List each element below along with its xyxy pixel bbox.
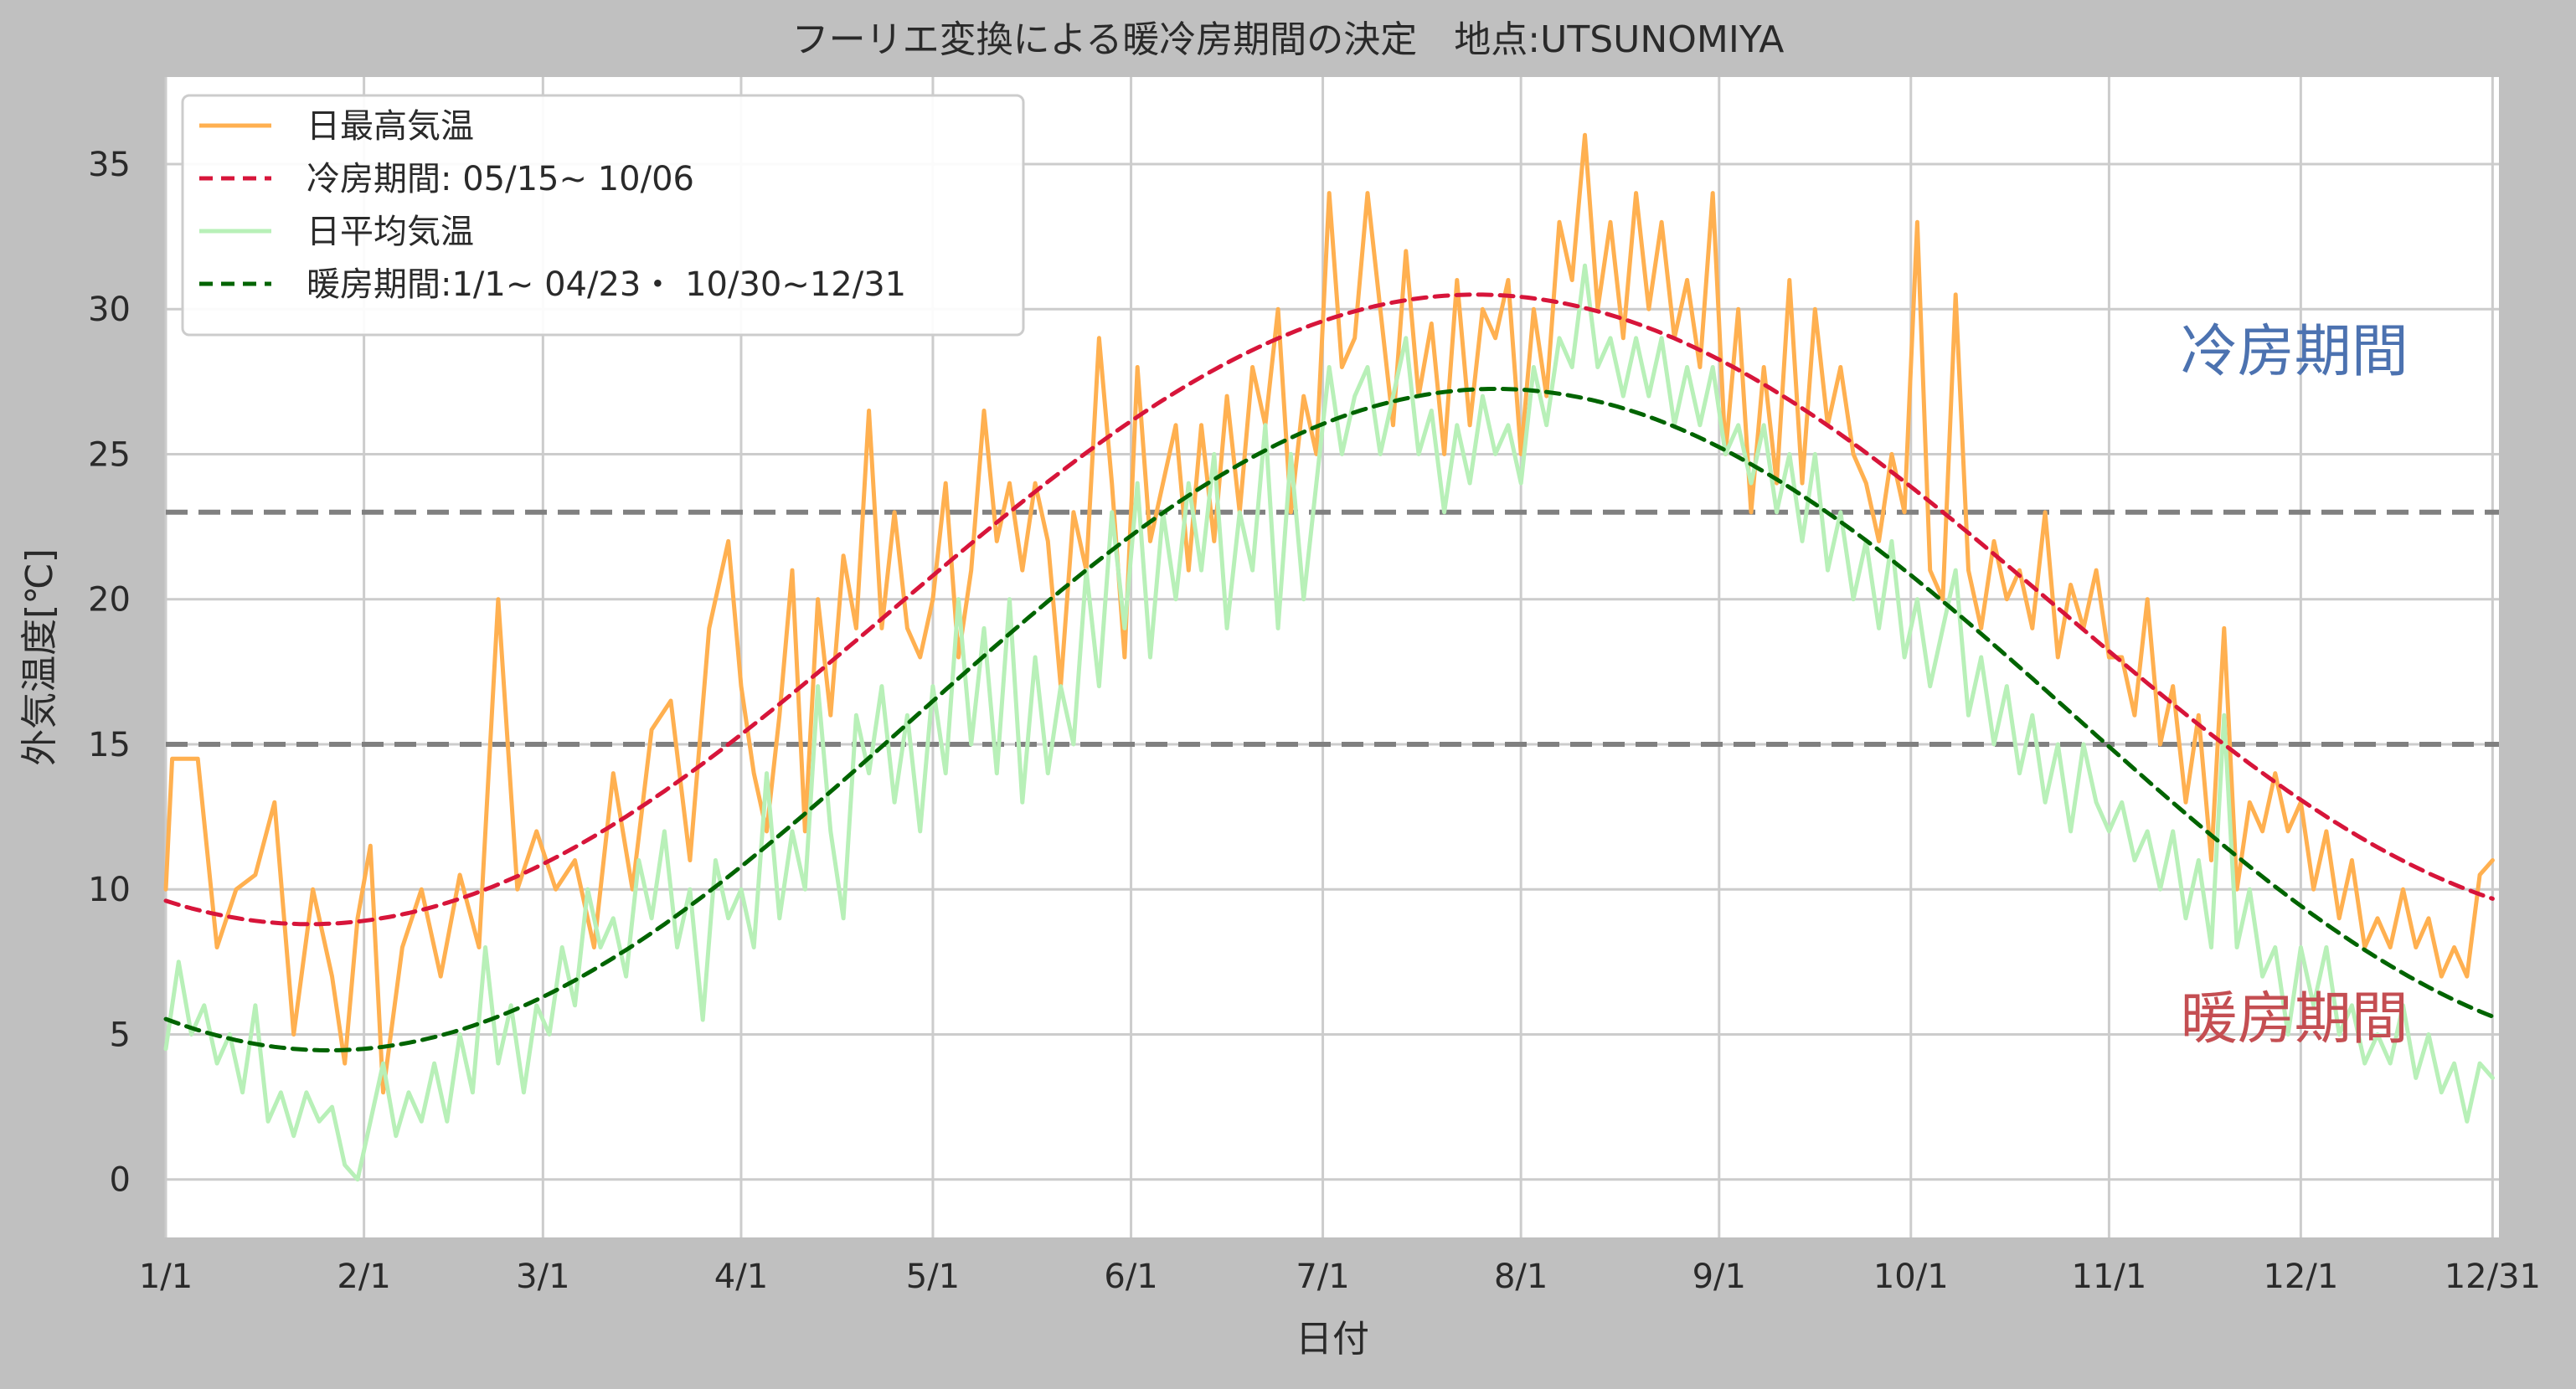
x-tick-label: 10/1 xyxy=(1873,1258,1949,1296)
chart-title: フーリエ変換による暖冷房期間の決定 地点:UTSUNOMIYA xyxy=(792,18,1785,61)
x-axis-label: 日付 xyxy=(1296,1318,1369,1361)
y-tick-label: 0 xyxy=(110,1161,131,1200)
annotation-label: 冷房期間 xyxy=(2181,319,2409,385)
y-tick-label: 5 xyxy=(110,1016,131,1054)
x-tick-label: 12/31 xyxy=(2445,1258,2541,1296)
x-tick-label: 3/1 xyxy=(516,1258,569,1296)
x-tick-label: 1/1 xyxy=(139,1258,193,1296)
legend-label: 暖房期間:1/1~ 04/23・ 10/30~12/31 xyxy=(307,265,906,304)
x-tick-label: 7/1 xyxy=(1296,1258,1349,1296)
series-lines xyxy=(163,132,2495,1182)
x-tick-label: 5/1 xyxy=(906,1258,960,1296)
y-tick-label: 25 xyxy=(88,435,131,474)
x-tick-label: 11/1 xyxy=(2071,1258,2146,1296)
y-tick-label: 20 xyxy=(88,581,131,620)
x-tick-label: 8/1 xyxy=(1494,1258,1548,1296)
threshold-lines xyxy=(166,509,2499,747)
x-tick-label: 2/1 xyxy=(337,1258,390,1296)
y-tick-label: 35 xyxy=(88,146,131,184)
x-tick-label: 9/1 xyxy=(1692,1258,1746,1296)
legend-label: 冷房期間: 05/15~ 10/06 xyxy=(307,160,694,198)
series-line xyxy=(163,132,2495,1095)
series-line xyxy=(163,387,2495,1052)
x-tick-label: 12/1 xyxy=(2263,1258,2338,1296)
y-axis-label: 外気温度[℃] xyxy=(18,548,61,766)
legend-box xyxy=(181,94,1025,337)
tick-labels: 1/1 2/1 3/1 4/1 5/1 6/1 7/1 8/1 9/1 10/1 11/1 12/1 1… xyxy=(88,146,2541,1296)
y-tick-label: 10 xyxy=(88,871,131,909)
x-tick-label: 4/1 xyxy=(714,1258,768,1296)
legend-label: 日最高気温 xyxy=(307,107,474,146)
series-line xyxy=(163,292,2495,927)
y-tick-label: 15 xyxy=(88,726,131,764)
y-tick-label: 30 xyxy=(88,291,131,329)
x-tick-label: 6/1 xyxy=(1104,1258,1157,1296)
legend-label: 日平均気温 xyxy=(307,213,474,251)
annotation-label: 暖房期間 xyxy=(2181,986,2409,1052)
series-line xyxy=(163,263,2495,1182)
